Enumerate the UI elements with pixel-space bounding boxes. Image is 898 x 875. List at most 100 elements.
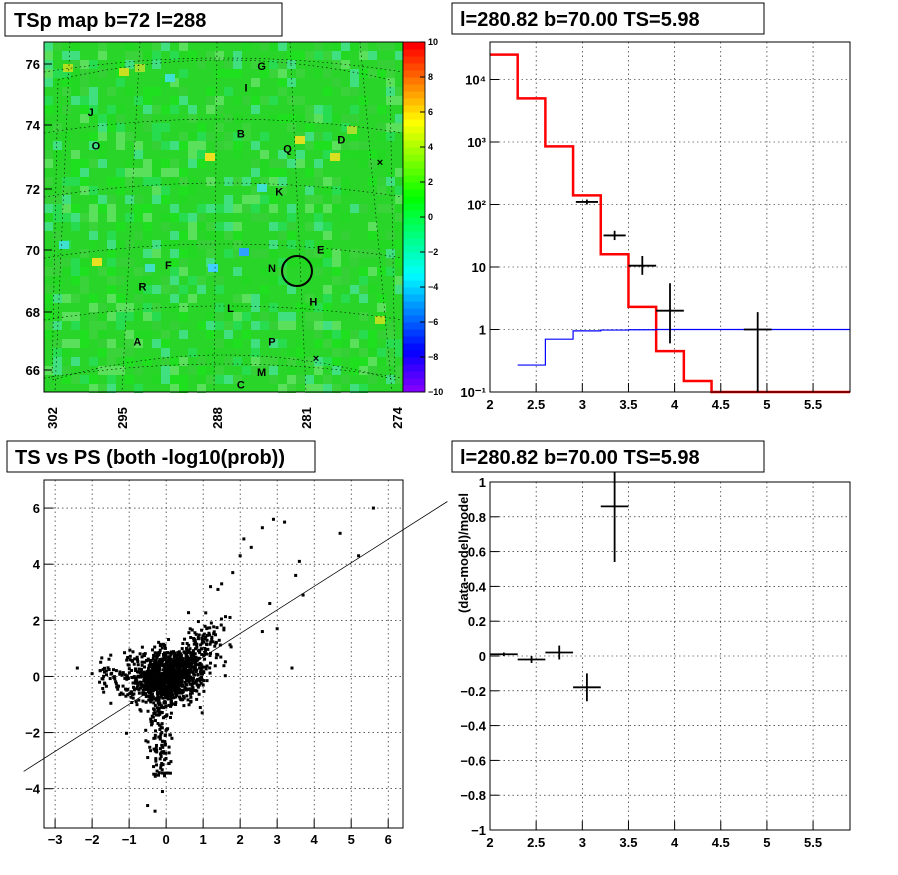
noise-cell — [62, 87, 71, 96]
scatter-point — [180, 680, 184, 684]
noise-cell — [305, 321, 314, 330]
noise-cell — [116, 321, 125, 330]
noise-cell — [179, 177, 188, 186]
scatter-point — [127, 663, 131, 667]
noise-cell — [215, 141, 224, 150]
noise-cell — [278, 384, 287, 393]
spectrum-title: l=280.82 b=70.00 TS=5.98 — [451, 2, 765, 35]
noise-cell — [98, 303, 107, 312]
scatter-point — [175, 665, 179, 669]
scatter-point — [162, 663, 166, 667]
noise-cell — [197, 384, 206, 393]
noise-cell — [233, 249, 242, 258]
noise-cell — [332, 348, 341, 357]
noise-cell — [53, 204, 62, 213]
scatter-point — [151, 680, 155, 684]
scatter-point — [167, 703, 171, 707]
noise-cell — [377, 42, 386, 51]
scatter-point — [208, 654, 212, 658]
noise-cell — [314, 222, 323, 231]
noise-cell — [170, 267, 179, 276]
noise-cell — [386, 339, 395, 348]
scatter-point — [163, 742, 167, 746]
residual-x-tick-label: 4.5 — [712, 835, 730, 850]
scatter-point — [169, 657, 173, 661]
noise-cell — [143, 357, 152, 366]
noise-cell — [296, 69, 305, 78]
noise-cell — [332, 204, 341, 213]
scatter-point — [159, 755, 163, 759]
noise-cell — [170, 213, 179, 222]
scatter-point — [163, 671, 167, 675]
scatter-point — [187, 649, 191, 653]
noise-cell — [44, 294, 53, 303]
scatter-point — [149, 658, 153, 662]
noise-cell — [161, 105, 170, 114]
scatter-point — [129, 690, 133, 694]
scatter-point — [192, 665, 196, 669]
scatter-point — [128, 692, 132, 696]
scatter-outlier — [301, 593, 305, 597]
noise-cell — [71, 276, 80, 285]
noise-cell — [314, 168, 323, 177]
noise-cell — [98, 150, 107, 159]
scatter-point — [139, 675, 143, 679]
noise-cell — [98, 330, 107, 339]
scatter-point — [176, 685, 180, 689]
colorbar-segment — [403, 112, 425, 120]
spectrum-x-tick-label: 2.5 — [527, 397, 545, 412]
scatter-point — [213, 644, 217, 648]
scatter-point — [212, 625, 216, 629]
scatter-point — [150, 674, 154, 678]
scatter-point — [161, 716, 165, 720]
noise-cell — [386, 357, 395, 366]
noise-cell — [80, 168, 89, 177]
scatter-point — [188, 647, 192, 651]
noise-cell — [251, 303, 260, 312]
scatter-point — [188, 682, 192, 686]
noise-cell — [161, 168, 170, 177]
scatter-point — [191, 681, 195, 685]
scatter-point — [152, 711, 156, 715]
noise-cell — [62, 195, 71, 204]
scatter-point — [166, 681, 170, 685]
noise-cell — [215, 231, 224, 240]
scatter-point — [119, 691, 123, 695]
scatter-point — [140, 672, 144, 676]
noise-cell — [377, 348, 386, 357]
scatter-point — [152, 701, 156, 705]
noise-cell — [161, 357, 170, 366]
noise-cell — [287, 321, 296, 330]
noise-cell — [53, 150, 62, 159]
scatter-point — [121, 692, 125, 696]
scatter-point — [219, 617, 223, 621]
noise-cell — [197, 276, 206, 285]
scatter-point — [115, 685, 119, 689]
noise-cell — [53, 42, 62, 51]
noise-cell — [287, 366, 296, 375]
noise-cell — [107, 105, 116, 114]
scatter-point — [158, 664, 162, 668]
noise-cell — [206, 330, 215, 339]
noise-cell — [359, 357, 368, 366]
scatter-point — [147, 698, 151, 702]
noise-cell — [323, 285, 332, 294]
noise-cell — [359, 69, 368, 78]
scatter-point — [157, 651, 161, 655]
scatter-point — [166, 771, 170, 775]
scatter-point — [156, 669, 160, 673]
scatter-point — [149, 672, 153, 676]
scatter-outlier — [220, 582, 224, 586]
noise-cell — [206, 258, 215, 267]
scatter-point — [189, 662, 193, 666]
noise-cell — [53, 123, 62, 132]
noise-cell — [359, 267, 368, 276]
scatter-point — [195, 642, 199, 646]
scatter-point — [142, 678, 146, 682]
noise-cell — [197, 285, 206, 294]
scatter-point — [166, 651, 170, 655]
scatter-outlier — [231, 571, 235, 575]
scatter-point — [124, 731, 128, 735]
noise-cell — [107, 339, 116, 348]
noise-cell — [125, 258, 134, 267]
